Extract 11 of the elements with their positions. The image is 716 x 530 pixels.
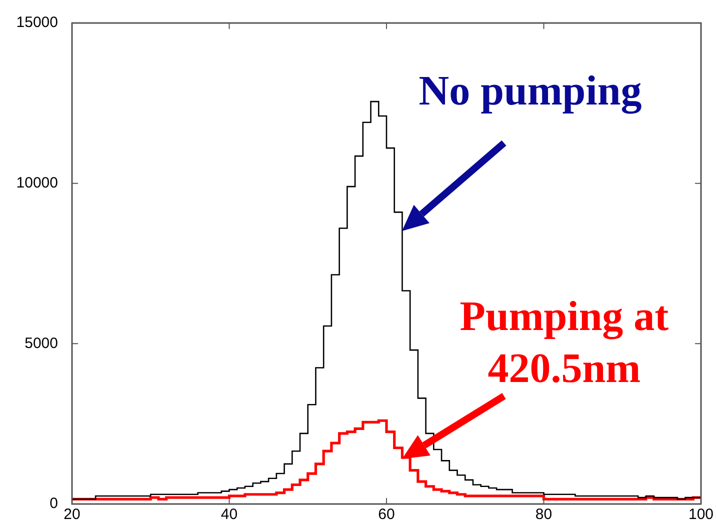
x-tick-label: 20 [64, 506, 80, 524]
x-tick-label: 60 [378, 506, 395, 524]
x-tick-label: 100 [688, 506, 714, 524]
y-tick-label: 10000 [16, 174, 58, 192]
x-tick-label: 80 [535, 506, 552, 524]
annotation: Pumping at 420.5nm [460, 294, 669, 392]
x-tick-label: 40 [220, 506, 238, 524]
y-tick-label: 0 [50, 495, 58, 512]
y-tick-label: 5000 [24, 334, 58, 352]
annotation: No pumping [418, 68, 642, 114]
y-tick-label: 15000 [16, 14, 58, 32]
